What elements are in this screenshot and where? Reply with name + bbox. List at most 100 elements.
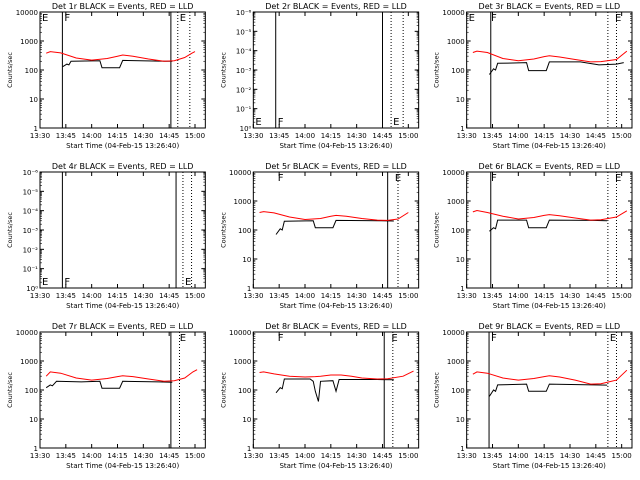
y-tick-label: 10000 (442, 329, 464, 337)
series-lld-line (46, 51, 196, 62)
x-tick-label: 13:30 (243, 292, 263, 300)
x-axis-label: Start Time (04-Feb-15 13:26:40) (493, 302, 606, 310)
event-marker: E (180, 333, 186, 344)
event-marker: E (395, 173, 401, 184)
y-tick-label: 10 (456, 96, 465, 104)
event-marker: E (42, 13, 48, 24)
series-lld-line (259, 370, 414, 380)
x-tick-label: 13:45 (482, 132, 502, 140)
x-tick-label: 14:30 (560, 132, 580, 140)
y-tick-label: 100 (25, 387, 38, 395)
y-axis-label: Counts/sec (219, 52, 227, 88)
y-tick-label: 1000 (20, 38, 38, 46)
y-tick-label: 1 (34, 125, 38, 133)
x-tick-label: 13:45 (482, 292, 502, 300)
y-tick-label: 10⁻¹ (23, 266, 39, 274)
x-axis-label: Start Time (04-Feb-15 13:26:40) (66, 302, 179, 310)
x-tick-label: 14:30 (560, 292, 580, 300)
x-tick-label: 13:45 (56, 452, 76, 460)
y-tick-label: 10⁰ (26, 285, 38, 293)
y-tick-label: 1000 (20, 358, 38, 366)
y-tick-label: 100 (451, 387, 464, 395)
y-tick-label: 100 (451, 67, 464, 75)
y-axis-label: Counts/sec (219, 372, 227, 408)
x-tick-label: 13:30 (457, 452, 477, 460)
x-tick-label: 14:15 (321, 292, 341, 300)
y-tick-label: 1000 (234, 198, 252, 206)
y-tick-label: 10⁻² (236, 86, 252, 94)
event-marker: F (278, 173, 284, 184)
series-lld-line (259, 211, 409, 221)
chart-title: Det 9r BLACK = Events, RED = LLD (479, 322, 621, 331)
y-tick-label: 10 (456, 256, 465, 264)
x-tick-label: 14:45 (159, 292, 179, 300)
y-tick-label: 1000 (447, 358, 465, 366)
event-marker: E (185, 277, 191, 288)
y-tick-label: 10 (242, 416, 251, 424)
x-tick-label: 13:45 (56, 132, 76, 140)
series-events-line (489, 219, 608, 232)
x-tick-label: 15:00 (185, 132, 205, 140)
y-tick-label: 1 (34, 445, 38, 453)
series-lld-line (472, 209, 628, 221)
x-tick-label: 14:45 (586, 292, 606, 300)
x-tick-label: 14:15 (534, 452, 554, 460)
series-lld-line (45, 369, 198, 382)
y-axis-label: Counts/sec (6, 52, 14, 88)
plot-frame (466, 331, 633, 449)
series-events-line (45, 380, 173, 389)
y-tick-label: 10⁻⁴ (236, 48, 252, 56)
y-tick-label: 10000 (16, 329, 38, 337)
event-marker: F (278, 117, 284, 128)
y-tick-label: 10⁻² (23, 246, 39, 254)
x-tick-label: 13:30 (30, 132, 50, 140)
plot-frame (252, 171, 420, 289)
y-tick-label: 10000 (16, 9, 38, 17)
chart-panel-3: Det 3r BLACK = Events, RED = LLD 1 10 100 10… (433, 2, 633, 150)
chart-panel-6: Det 6r BLACK = Events, RED = LLD 1 10 100 10… (433, 162, 633, 310)
chart-panel-7: Det 7r BLACK = Events, RED = LLD 1 10 100 10… (6, 322, 206, 470)
y-tick-label: 10⁻⁶ (236, 9, 252, 17)
x-tick-label: 14:30 (133, 452, 153, 460)
y-tick-label: 10 (29, 96, 38, 104)
x-tick-label: 14:45 (159, 452, 179, 460)
y-axis-label: Counts/sec (219, 212, 227, 248)
y-axis-label: Counts/sec (6, 372, 14, 408)
x-tick-label: 14:00 (295, 292, 315, 300)
y-tick-label: 100 (451, 227, 464, 235)
plot-frame (39, 331, 206, 449)
x-tick-label: 14:45 (372, 292, 392, 300)
x-tick-label: 14:00 (82, 132, 102, 140)
chart-title: Det 2r BLACK = Events, RED = LLD (265, 2, 407, 11)
event-marker: F (491, 333, 497, 344)
y-tick-label: 1 (460, 445, 464, 453)
x-tick-label: 13:30 (243, 132, 263, 140)
x-tick-label: 14:30 (133, 132, 153, 140)
x-tick-label: 14:30 (133, 292, 153, 300)
y-tick-label: 10000 (442, 9, 464, 17)
y-axis-label: Counts/sec (433, 212, 441, 248)
y-tick-label: 10000 (229, 329, 251, 337)
x-tick-label: 14:30 (347, 132, 367, 140)
chart-panel-1: Det 1r BLACK = Events, RED = LLD 1 10 100 10… (6, 2, 206, 150)
x-tick-label: 14:15 (534, 132, 554, 140)
x-tick-label: 13:30 (30, 452, 50, 460)
y-axis-label: Counts/sec (6, 212, 14, 248)
event-marker: E (180, 13, 186, 24)
y-tick-label: 10⁰ (240, 125, 252, 133)
series-events-line (62, 59, 173, 69)
x-tick-label: 15:00 (612, 452, 632, 460)
chart-panel-9: Det 9r BLACK = Events, RED = LLD 1 10 100 10… (433, 322, 633, 470)
plot-frame (39, 171, 206, 289)
y-tick-label: 1 (460, 285, 464, 293)
y-tick-label: 10⁻⁴ (23, 208, 39, 216)
chart-panel-2: Det 2r BLACK = Events, RED = LLD 10⁰ 10⁻¹ 1… (219, 2, 420, 150)
chart-title: Det 4r BLACK = Events, RED = LLD (52, 162, 194, 171)
y-tick-label: 1 (247, 285, 251, 293)
x-tick-label: 14:00 (508, 452, 528, 460)
chart-title: Det 1r BLACK = Events, RED = LLD (52, 2, 194, 11)
x-tick-label: 13:45 (482, 452, 502, 460)
plot-frame (252, 11, 420, 129)
x-tick-label: 15:00 (398, 292, 418, 300)
y-tick-label: 10⁻¹ (236, 106, 252, 114)
